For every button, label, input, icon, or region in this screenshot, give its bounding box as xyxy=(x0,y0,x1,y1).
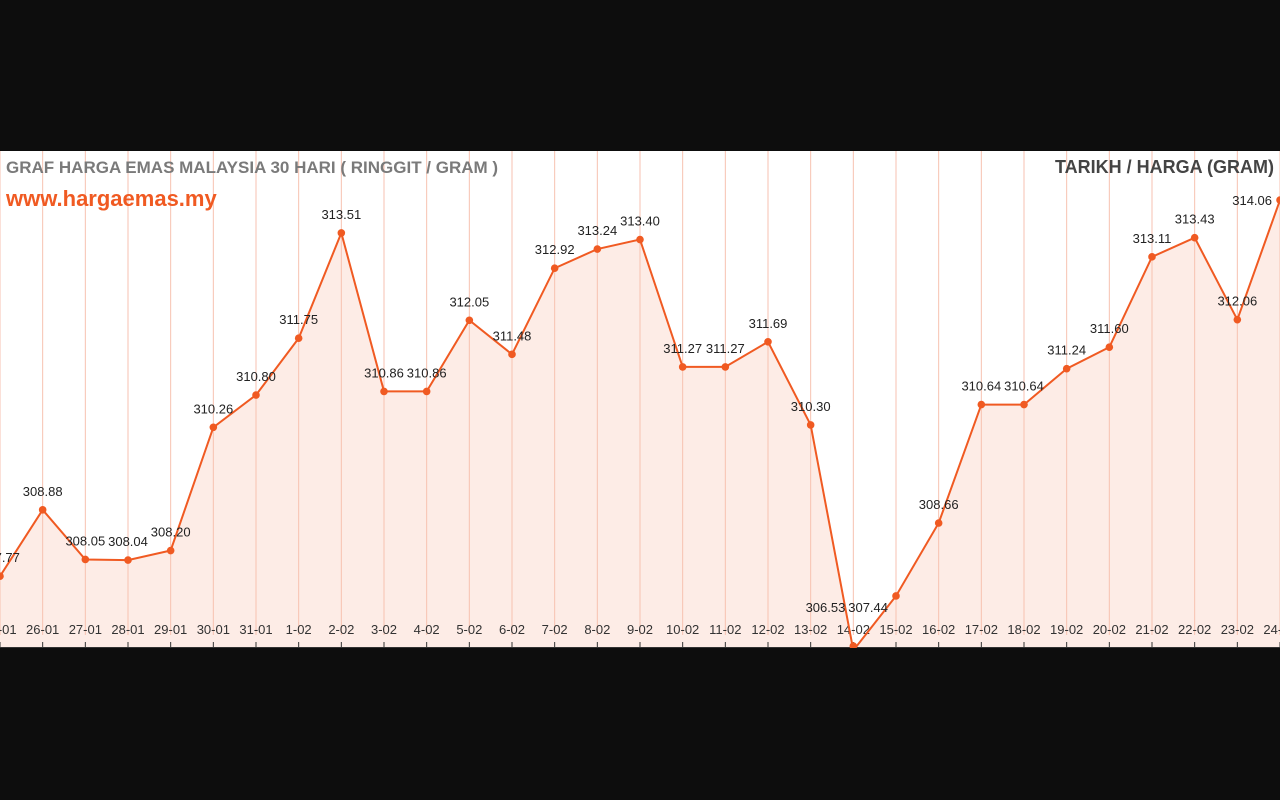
data-point xyxy=(1105,343,1114,351)
chart-panel: 25-01 26-01 27-01 28-01 29-01 30-01 31-01 1-02 2… xyxy=(0,151,1280,648)
data-label: 308.05 xyxy=(65,533,105,548)
data-point xyxy=(977,400,986,409)
data-label: 312.05 xyxy=(449,294,489,309)
x-tick-label: 25-01 xyxy=(0,622,17,637)
data-label: 310.26 xyxy=(193,401,233,416)
x-tick-label: 23-02 xyxy=(1221,622,1254,637)
x-tick-label: 14-02 xyxy=(837,622,870,637)
x-tick-label: 22-02 xyxy=(1178,622,1211,637)
x-tick-label: 28-01 xyxy=(111,622,144,637)
data-point xyxy=(422,387,431,396)
price-chart: 25-01 26-01 27-01 28-01 29-01 30-01 31-01 1-02 2… xyxy=(0,151,1280,648)
x-tick-label: 3-02 xyxy=(371,622,397,637)
x-tick-label: 21-02 xyxy=(1135,622,1168,637)
x-tick-label: 7-02 xyxy=(542,622,568,637)
data-point xyxy=(593,245,602,253)
x-tick-label: 6-02 xyxy=(499,622,525,637)
data-point xyxy=(124,556,132,564)
data-point xyxy=(465,316,474,325)
x-tick-label: 11-02 xyxy=(709,622,741,637)
data-label: 310.64 xyxy=(961,379,1001,394)
x-tick-label: 15-02 xyxy=(879,622,912,637)
data-label: 307.44 xyxy=(848,600,888,615)
chart-title: GRAF HARGA EMAS MALAYSIA 30 HARI ( RINGG… xyxy=(6,158,499,177)
x-tick-label: 8-02 xyxy=(584,622,610,637)
data-point xyxy=(1062,364,1071,373)
x-tick-label: 26-01 xyxy=(26,622,59,637)
data-label: 312.06 xyxy=(1217,294,1257,309)
x-tick-label: 16-02 xyxy=(922,622,955,637)
data-point xyxy=(508,350,516,359)
data-point xyxy=(1276,196,1280,204)
data-label: 313.51 xyxy=(321,207,361,222)
legend-label: TARIKH / HARGA (GRAM) xyxy=(1055,157,1274,177)
data-label: 313.11 xyxy=(1133,231,1172,246)
data-point xyxy=(721,363,730,371)
x-tick-label: 9-02 xyxy=(627,622,653,637)
x-tick-label: 4-02 xyxy=(414,622,440,637)
data-point xyxy=(849,642,858,648)
data-label: 310.86 xyxy=(364,365,404,380)
data-point xyxy=(934,519,943,527)
data-point xyxy=(81,555,90,564)
data-point xyxy=(892,592,900,600)
data-point xyxy=(380,387,388,396)
x-tick-label: 20-02 xyxy=(1093,622,1126,637)
data-label: 313.43 xyxy=(1175,212,1215,227)
data-label: 310.86 xyxy=(407,365,447,380)
x-tick-label: 5-02 xyxy=(456,622,482,637)
x-tick-label: 27-01 xyxy=(69,622,102,637)
x-tick-label: 17-02 xyxy=(965,622,998,637)
data-label: 308.66 xyxy=(919,497,959,512)
data-point xyxy=(166,546,175,555)
data-point xyxy=(1233,315,1242,324)
data-point xyxy=(337,229,346,237)
data-label: 311.48 xyxy=(493,328,532,343)
data-label: 306.53 xyxy=(806,600,846,615)
data-label: 311.27 xyxy=(706,341,745,356)
x-tick-label: 19-02 xyxy=(1050,622,1083,637)
x-tick-label: 31-01 xyxy=(239,622,272,637)
data-label: 311.27 xyxy=(663,341,702,356)
data-point xyxy=(209,423,218,432)
data-point xyxy=(1190,233,1199,242)
x-tick-label: 30-01 xyxy=(197,622,230,637)
data-label: 310.80 xyxy=(236,369,276,384)
data-label: 310.30 xyxy=(791,399,831,414)
data-label: 311.75 xyxy=(279,312,318,327)
data-point xyxy=(764,337,772,346)
x-tick-label: 2-02 xyxy=(328,622,354,637)
data-label: 313.40 xyxy=(620,214,660,229)
data-point xyxy=(636,235,644,244)
x-tick-label: 29-01 xyxy=(154,622,187,637)
data-label: 310.64 xyxy=(1004,379,1044,394)
data-label: 308.20 xyxy=(151,525,191,540)
x-tick-label: 10-02 xyxy=(666,622,699,637)
data-label: 307.77 xyxy=(0,550,20,565)
data-label: 312.92 xyxy=(535,242,575,257)
data-point xyxy=(294,334,303,342)
data-label: 314.06 xyxy=(1232,193,1272,208)
data-label: 311.69 xyxy=(749,316,788,331)
data-label: 311.24 xyxy=(1047,343,1086,358)
data-point xyxy=(1020,400,1028,409)
data-label: 313.24 xyxy=(577,223,617,238)
x-tick-label: 18-02 xyxy=(1007,622,1040,637)
data-point xyxy=(806,421,815,429)
site-link[interactable]: www.hargaemas.my xyxy=(6,186,217,211)
data-label: 311.60 xyxy=(1090,321,1129,336)
x-tick-label: 12-02 xyxy=(751,622,784,637)
data-point xyxy=(38,506,47,514)
data-point xyxy=(0,572,4,581)
data-point xyxy=(550,264,559,273)
data-point xyxy=(678,363,687,371)
data-point xyxy=(1148,253,1156,261)
data-label: 308.04 xyxy=(108,534,148,549)
x-tick-label: 13-02 xyxy=(794,622,827,637)
data-point xyxy=(252,391,260,399)
x-tick-label: 1-02 xyxy=(286,622,312,637)
data-label: 308.88 xyxy=(23,484,63,499)
x-tick-label: 24-02 xyxy=(1263,622,1280,637)
